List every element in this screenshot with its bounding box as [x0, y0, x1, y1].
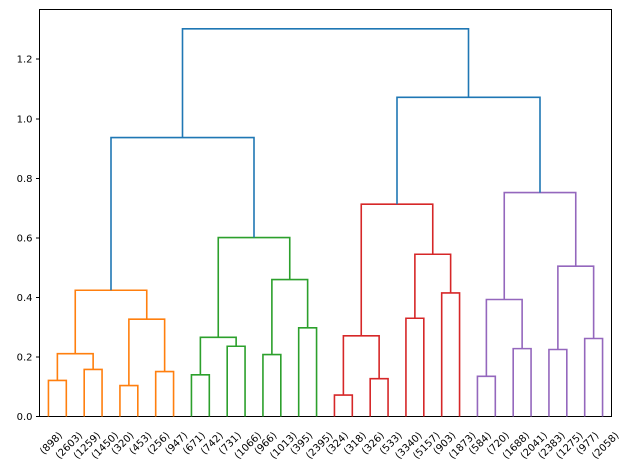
dendrogram-link-P7 [503, 191, 577, 300]
dendrogram-link-R4 [405, 317, 425, 417]
dendrogram-link-A1 [47, 379, 68, 417]
dendrogram-link-G6 [271, 278, 309, 355]
plot-frame [39, 9, 612, 417]
y-tick-label: 0.6 [17, 233, 33, 244]
dendrogram-link-G7 [217, 236, 291, 338]
dendrogram-link-P5 [583, 337, 604, 417]
dendrogram-link-A6 [128, 318, 166, 386]
dendrogram-link-G3 [199, 336, 237, 375]
dendrogram-link-R7 [360, 203, 434, 336]
dendrogram-link-P2 [512, 347, 532, 417]
dendrogram-link-B2 [396, 96, 541, 205]
dendrogram-link-G5 [297, 326, 318, 417]
dendrogram-link-G2 [226, 345, 246, 417]
dendrogram-link-ROOT [181, 28, 470, 138]
y-tick-label: 0.8 [17, 174, 33, 185]
dendrogram-link-A5 [154, 370, 175, 417]
dendrogram-link-A3 [56, 352, 94, 381]
y-tick-label: 1.0 [17, 114, 33, 125]
dendrogram-link-A2 [83, 368, 103, 417]
dendrogram-link-R3 [342, 335, 380, 396]
dendrogram-link-R6 [414, 253, 452, 319]
dendrogram-link-A7 [74, 289, 148, 354]
dendrogram-link-R1 [333, 394, 354, 417]
dendrogram-link-G4 [262, 353, 282, 417]
dendrogram-link-B1 [110, 136, 255, 291]
dendrogram-link-P4 [548, 348, 568, 417]
dendrogram-link-P1 [476, 375, 497, 417]
dendrogram-link-R2 [369, 377, 389, 417]
dendrogram-link-G1 [190, 374, 211, 417]
y-tick-label: 0.0 [17, 412, 33, 423]
y-tick-label: 0.2 [17, 352, 33, 363]
dendrogram-link-R5 [440, 292, 461, 417]
dendrogram-link-P3 [485, 298, 523, 377]
y-tick-label: 1.2 [17, 55, 33, 66]
dendrogram-link-A4 [119, 384, 139, 417]
y-tick-label: 0.4 [17, 293, 33, 304]
dendrogram-link-P6 [557, 265, 595, 350]
